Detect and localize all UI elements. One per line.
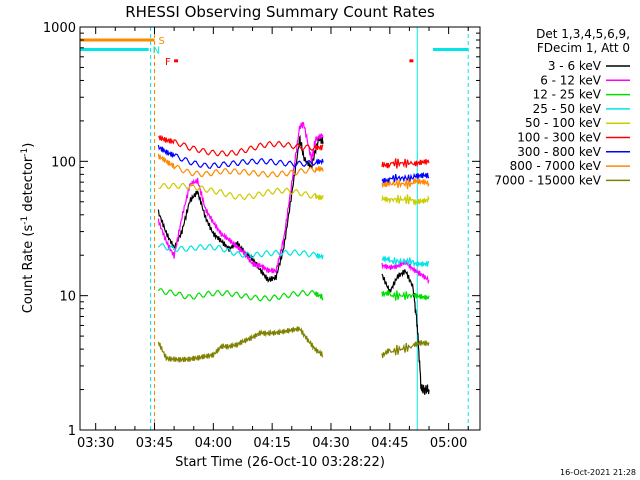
plot-frame xyxy=(79,26,481,431)
plot-area: SNF xyxy=(79,27,469,430)
y-axis-label-part1: Count Rate (s xyxy=(21,225,36,314)
series-line-6-seg0 xyxy=(157,144,324,169)
series-line-2-seg0 xyxy=(157,288,324,302)
legend-label-1: 6 - 12 keV xyxy=(540,73,602,87)
series-line-8-seg0 xyxy=(157,326,324,363)
legend-label-7: 800 - 7000 keV xyxy=(510,159,602,173)
state-label-F: F xyxy=(165,57,171,68)
x-tick-label-4: 04:30 xyxy=(312,436,349,451)
y-tick-label-1: 10 xyxy=(59,290,76,305)
legend-label-3: 25 - 50 keV xyxy=(533,102,602,116)
x-axis-label: Start Time (26-Oct-10 03:28:22) xyxy=(175,455,385,470)
series-line-6-seg1 xyxy=(381,171,430,184)
series-line-4-seg0 xyxy=(158,182,324,201)
legend-label-5: 100 - 300 keV xyxy=(517,131,601,145)
series-line-3-seg1 xyxy=(381,256,430,268)
series-line-5-seg0 xyxy=(157,135,324,157)
legend-label-6: 300 - 800 keV xyxy=(517,145,601,159)
series-line-3-seg0 xyxy=(157,243,324,260)
x-tick-label-1: 03:45 xyxy=(136,436,173,451)
series-line-5-seg1 xyxy=(381,158,430,169)
series-line-2-seg1 xyxy=(381,289,430,301)
legend-label-0: 3 - 6 keV xyxy=(548,59,602,73)
legend-label-2: 12 - 25 keV xyxy=(533,88,602,102)
legend-label-4: 50 - 100 keV xyxy=(525,116,602,130)
y-axis-label-sup1: -1 xyxy=(20,216,30,225)
series-line-7-seg1 xyxy=(381,177,430,190)
legend-header-1: Det 1,3,4,5,6,9, xyxy=(536,27,630,41)
x-tick-label-3: 04:15 xyxy=(253,436,290,451)
state-label-S: S xyxy=(159,36,165,47)
timestamp: 16-Oct-2021 21:28 xyxy=(560,468,636,477)
y-axis-label: Count Rate (s-1 detector-1) xyxy=(20,143,36,314)
legend-header-2: FDecim 1, Att 0 xyxy=(537,41,630,55)
series-line-4-seg1 xyxy=(381,194,430,207)
y-tick-label-3: 1000 xyxy=(43,21,76,36)
series-line-1-seg0 xyxy=(157,121,324,275)
y-axis-label-part3: ) xyxy=(21,143,36,148)
series-line-0-seg1 xyxy=(381,269,430,395)
x-tick-label-0: 03:30 xyxy=(77,436,114,451)
y-tick-label-2: 100 xyxy=(51,155,76,170)
series-line-1-seg1 xyxy=(381,259,430,285)
legend: Det 1,3,4,5,6,9, FDecim 1, Att 0 3 - 6 k… xyxy=(494,27,630,187)
y-axis-label-part2: detector xyxy=(21,156,36,216)
y-tick-label-0: 1 xyxy=(68,424,76,439)
y-axis-label-sup2: -1 xyxy=(20,148,30,157)
state-label-N: N xyxy=(153,45,160,56)
x-tick-label-5: 04:45 xyxy=(371,436,408,451)
x-tick-label-6: 05:00 xyxy=(430,436,467,451)
chart-title: RHESSI Observing Summary Count Rates xyxy=(125,3,435,21)
series-line-8-seg1 xyxy=(381,339,430,358)
series-line-7-seg0 xyxy=(157,153,324,178)
axis-ticks: 03:30 03:45 04:00 04:15 04:30 04:45 05:00 1 10 10… xyxy=(43,21,480,451)
legend-label-8: 7000 - 15000 keV xyxy=(494,173,601,187)
x-tick-label-2: 04:00 xyxy=(195,436,232,451)
